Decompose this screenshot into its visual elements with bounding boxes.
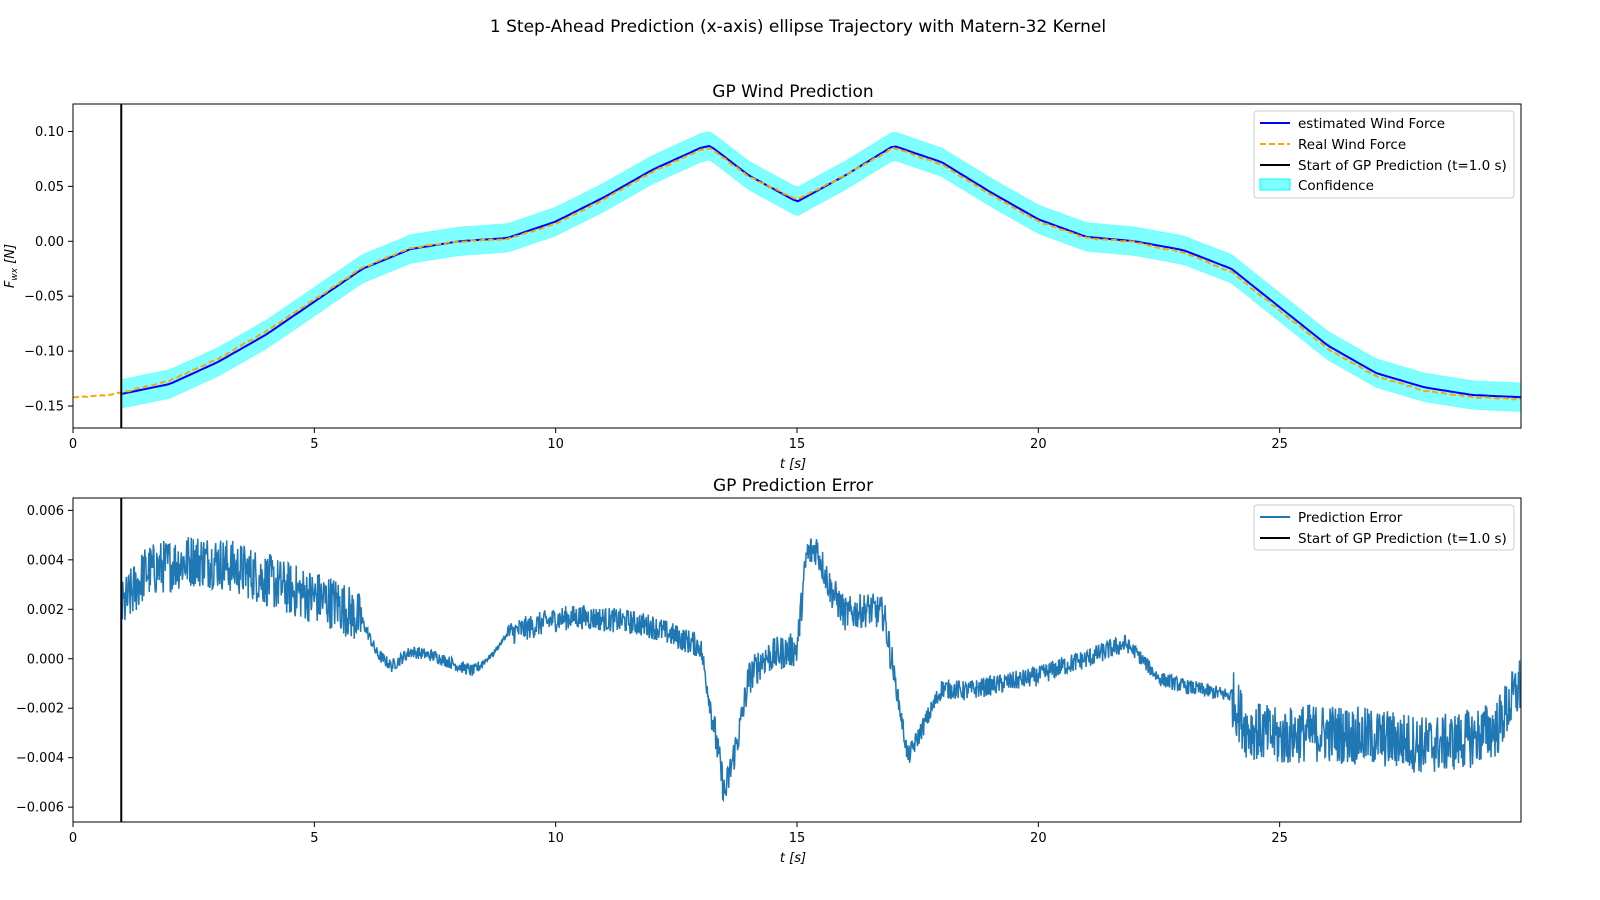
- prediction-error-legend: Prediction Error Start of GP Prediction …: [1253, 504, 1515, 551]
- x-tick-label: 10: [547, 831, 564, 846]
- wind-prediction-plot-area: [73, 104, 1521, 428]
- x-tick-label: 15: [789, 437, 806, 452]
- prediction-error-axes: GP Prediction Error 0 5 10 15 20 25 −0.006 −0.…: [16, 476, 1522, 866]
- x-tick-label: 5: [310, 831, 318, 846]
- legend-label-real: Real Wind Force: [1298, 137, 1406, 153]
- y-tick-label: 0.05: [35, 180, 64, 195]
- x-tick-label: 5: [310, 437, 318, 452]
- prediction-error-xlabel: t [s]: [780, 851, 806, 866]
- y-tick-label: −0.05: [24, 290, 64, 305]
- prediction-error-plot-area: [120, 498, 1521, 822]
- y-tick-label: −0.10: [24, 345, 64, 360]
- prediction-error-title: GP Prediction Error: [713, 476, 873, 496]
- legend-frame: [1253, 504, 1515, 551]
- y-tick-label: −0.006: [16, 801, 64, 816]
- y-tick-label: 0.004: [27, 553, 64, 568]
- x-tick-label: 20: [1030, 437, 1047, 452]
- figure-suptitle: 1 Step-Ahead Prediction (x-axis) ellipse…: [490, 17, 1106, 37]
- wind-prediction-xlabel: t [s]: [780, 457, 806, 472]
- legend-label-estimated: estimated Wind Force: [1298, 116, 1445, 132]
- wind-prediction-axes: GP Wind Prediction 0 5 10 15 20 25 −0.15 −0.10…: [3, 82, 1522, 472]
- x-tick-label: 0: [69, 831, 77, 846]
- y-tick-label: −0.004: [16, 751, 64, 766]
- y-tick-label: 0.002: [27, 603, 64, 618]
- y-tick-label: −0.15: [24, 400, 64, 415]
- legend-label-confidence: Confidence: [1298, 178, 1374, 194]
- x-tick-label: 25: [1271, 831, 1288, 846]
- legend-label-error: Prediction Error: [1298, 510, 1403, 526]
- x-tick-label: 10: [547, 437, 564, 452]
- y-tick-label: 0.10: [35, 125, 64, 140]
- legend-frame: [1253, 110, 1515, 199]
- legend-label-start: Start of GP Prediction (t=1.0 s): [1298, 158, 1507, 174]
- y-tick-label: 0.006: [27, 504, 64, 519]
- y-tick-label: −0.002: [16, 702, 64, 717]
- wind-prediction-ylabel: Fwx [N]: [3, 244, 20, 288]
- x-tick-label: 25: [1271, 437, 1288, 452]
- x-tick-label: 15: [789, 831, 806, 846]
- x-tick-label: 20: [1030, 831, 1047, 846]
- prediction-error-line: [120, 537, 1521, 803]
- wind-prediction-legend: estimated Wind Force Real Wind Force Sta…: [1253, 110, 1515, 199]
- legend-swatch-confidence: [1259, 178, 1291, 191]
- estimated-wind-force-line: [121, 144, 1521, 399]
- y-tick-label: 0.000: [27, 652, 64, 667]
- wind-prediction-title: GP Wind Prediction: [712, 82, 873, 102]
- x-tick-label: 0: [69, 437, 77, 452]
- y-tick-label: 0.00: [35, 235, 64, 250]
- legend-label-start: Start of GP Prediction (t=1.0 s): [1298, 531, 1507, 547]
- real-wind-force-line: [73, 146, 1521, 401]
